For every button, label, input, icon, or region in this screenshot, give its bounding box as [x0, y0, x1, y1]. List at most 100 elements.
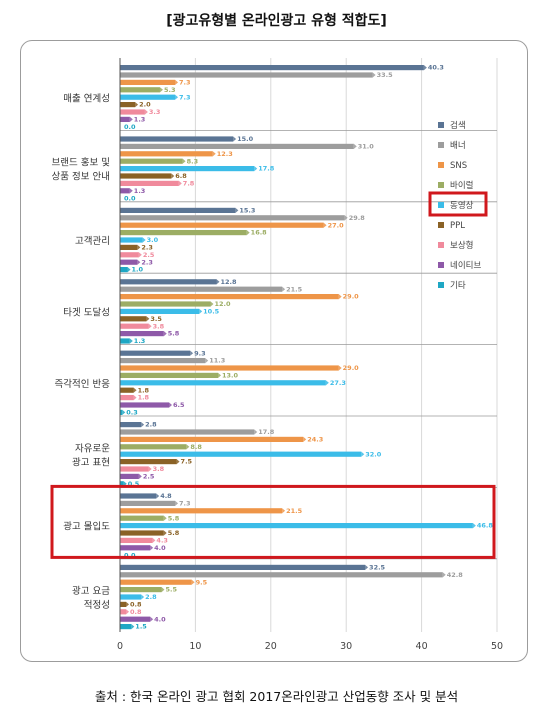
value-label: 2.5	[143, 473, 155, 481]
legend-swatch	[438, 282, 444, 288]
value-label: 5.8	[168, 529, 180, 537]
category-label: 매출 연계성	[63, 92, 110, 104]
bar	[120, 173, 172, 179]
bar-cap	[152, 537, 156, 543]
bar	[120, 294, 339, 300]
bar	[120, 572, 443, 578]
bar	[120, 372, 219, 378]
bar-cap	[218, 372, 222, 378]
bar-cap	[131, 624, 135, 630]
value-label: 15.0	[237, 135, 254, 143]
bar-cap	[282, 286, 286, 292]
value-label: 42.8	[447, 571, 464, 579]
value-label: 2.3	[141, 244, 153, 252]
value-label: 0.8	[130, 601, 142, 609]
bar	[120, 180, 179, 186]
value-label: 46.8	[477, 522, 494, 530]
bar	[120, 564, 366, 570]
bar-cap	[233, 136, 237, 142]
bar-cap	[254, 429, 258, 435]
category-label: 광고 요금	[72, 585, 110, 597]
bar-cap	[141, 594, 145, 600]
bar	[120, 624, 132, 630]
value-label: 9.5	[196, 578, 208, 586]
bar-cap	[423, 65, 427, 71]
x-tick-label: 20	[265, 641, 277, 652]
value-label: 12.3	[217, 150, 233, 158]
category-label: 상품 정보 안내	[52, 172, 110, 183]
value-label: 2.5	[143, 251, 155, 259]
value-label: 4.8	[160, 492, 172, 500]
bar-cap	[199, 308, 203, 314]
bar-cap	[137, 259, 141, 265]
value-label: 11.3	[209, 357, 225, 365]
bar	[120, 473, 139, 479]
category-label: 자유로운	[75, 443, 110, 454]
bar-cap	[191, 579, 195, 585]
category-label: 즉각적인 반응	[55, 378, 111, 390]
bar	[120, 136, 234, 142]
category-label: 고객관리	[75, 236, 110, 247]
bar	[120, 109, 145, 115]
bar	[120, 579, 192, 585]
bar	[120, 459, 177, 465]
bar-cap	[365, 564, 369, 570]
value-label: 6.8	[175, 172, 187, 180]
bar	[120, 230, 247, 236]
bar	[120, 523, 473, 529]
bar	[120, 316, 147, 322]
bar	[120, 331, 164, 337]
value-label: 8.3	[187, 157, 199, 165]
bar-cap	[323, 222, 327, 228]
bar	[120, 252, 139, 258]
bar	[120, 601, 127, 607]
bar-cap	[142, 237, 146, 243]
bar	[120, 65, 424, 71]
legend-label: SNS	[450, 161, 467, 171]
x-tick-label: 40	[416, 641, 428, 652]
legend-label: 네이티브	[450, 260, 481, 271]
value-label: 4.3	[156, 537, 168, 545]
legend-label: 기타	[450, 281, 466, 291]
bar	[120, 279, 217, 285]
bar	[120, 158, 183, 164]
bar-cap	[129, 116, 133, 122]
value-label: 40.3	[428, 64, 444, 72]
value-label: 7.8	[183, 180, 195, 188]
bar	[120, 429, 255, 435]
legend-label: 배너	[450, 140, 466, 151]
category-label: 광고 몰입도	[63, 521, 110, 533]
category-highlight-box	[50, 484, 496, 559]
bar-cap	[133, 395, 137, 401]
value-label: 10.5	[203, 308, 220, 316]
bar	[120, 87, 160, 93]
x-tick-label: 0	[117, 641, 123, 652]
bar	[120, 616, 151, 622]
bar-cap	[171, 173, 175, 179]
value-label: 0.3	[126, 409, 138, 417]
bar-cap	[216, 279, 220, 285]
value-label: 16.8	[251, 229, 268, 237]
x-tick-label: 50	[491, 641, 503, 652]
bar-cap	[127, 267, 131, 273]
bar	[120, 481, 124, 487]
value-label: 29.8	[349, 214, 366, 222]
bar	[120, 338, 130, 344]
value-label: 7.3	[179, 500, 191, 508]
value-label: 1.8	[138, 394, 150, 402]
bar	[120, 380, 326, 386]
legend-label: 바이럴	[450, 180, 474, 191]
bar	[120, 188, 130, 194]
legend-label: 보상형	[450, 240, 473, 251]
bar	[120, 422, 142, 428]
value-label: 5.5	[165, 586, 177, 594]
value-label: 0.8	[130, 608, 142, 616]
legend-swatch	[438, 242, 444, 248]
legend-label: 동영상	[450, 200, 474, 211]
value-label: 0.0	[124, 194, 136, 202]
legend-label: 검색	[450, 120, 466, 131]
bar-cap	[144, 109, 148, 115]
bar	[120, 267, 128, 273]
legend-swatch	[438, 142, 444, 148]
